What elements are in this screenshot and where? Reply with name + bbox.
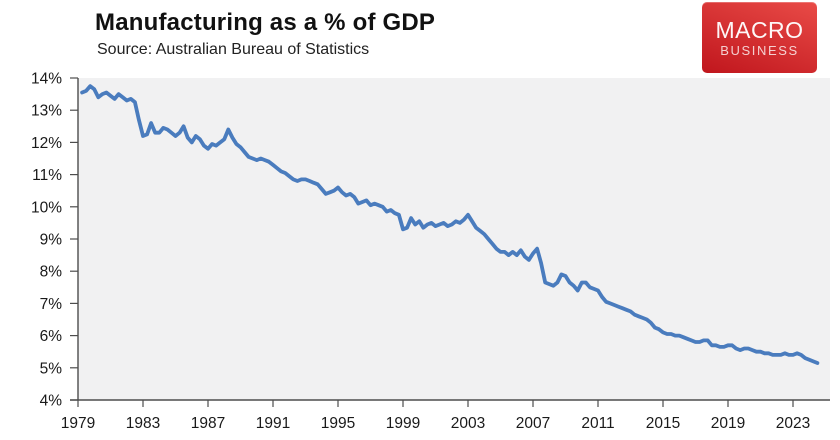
y-tick-label: 10% [31, 199, 62, 216]
plot-area [78, 78, 830, 400]
y-tick-label: 9% [40, 232, 63, 249]
macrobusiness-logo: MACRO BUSINESS [702, 2, 817, 73]
x-tick-label: 2015 [646, 415, 680, 432]
y-tick-label: 5% [40, 360, 63, 377]
x-tick-label: 2003 [451, 415, 485, 432]
y-tick-label: 11% [32, 167, 62, 184]
x-tick-label: 2007 [516, 415, 550, 432]
x-tick-label: 2019 [711, 415, 745, 432]
chart-title: Manufacturing as a % of GDP [95, 9, 436, 36]
x-tick-label: 1987 [191, 415, 225, 432]
y-tick-label: 4% [40, 393, 63, 410]
x-tick-label: 1979 [61, 415, 95, 432]
x-tick-label: 1983 [126, 415, 160, 432]
x-tick-label: 1991 [256, 415, 290, 432]
x-tick-label: 2023 [776, 415, 810, 432]
logo-text-macro: MACRO [715, 16, 804, 43]
y-tick-label: 12% [31, 135, 62, 152]
y-tick-label: 13% [31, 103, 62, 120]
y-tick-label: 7% [40, 296, 63, 313]
chart-source-note: Source: Australian Bureau of Statistics [97, 41, 370, 58]
y-tick-label: 14% [31, 71, 62, 88]
x-tick-label: 1995 [321, 415, 355, 432]
x-tick-label: 2011 [581, 415, 614, 432]
x-tick-label: 1999 [386, 415, 420, 432]
data-line-manufacturing-share-of-gdp [80, 84, 820, 365]
y-tick-label: 8% [40, 264, 63, 281]
logo-text-business: BUSINESS [720, 42, 799, 58]
y-tick-label: 6% [40, 328, 63, 345]
